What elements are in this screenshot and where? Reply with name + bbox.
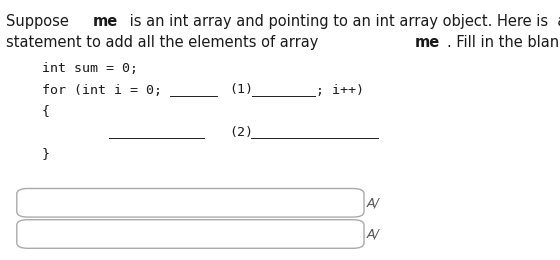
Text: for (int i = 0; ______: for (int i = 0; ______ (42, 83, 218, 96)
Text: Suppose: Suppose (6, 14, 73, 29)
Text: ____________: ____________ (109, 126, 205, 139)
Text: statement to add all the elements of array: statement to add all the elements of arr… (6, 35, 323, 50)
Text: {: { (42, 104, 50, 117)
Text: me: me (93, 14, 118, 29)
Text: int sum = 0;: int sum = 0; (42, 62, 138, 75)
Text: }: } (42, 147, 50, 160)
Text: is an int array and pointing to an int array object. Here is  a C# for: is an int array and pointing to an int a… (125, 14, 560, 29)
Text: (2): (2) (230, 126, 254, 139)
Text: . Fill in the blanks.: . Fill in the blanks. (447, 35, 560, 50)
Text: A/: A/ (367, 196, 380, 209)
Text: ________________: ________________ (251, 126, 379, 139)
Text: ________; i++): ________; i++) (252, 83, 364, 96)
Text: A/: A/ (367, 228, 380, 240)
Text: (1): (1) (230, 83, 254, 96)
FancyBboxPatch shape (17, 220, 364, 248)
Text: me: me (414, 35, 440, 50)
FancyBboxPatch shape (17, 188, 364, 217)
